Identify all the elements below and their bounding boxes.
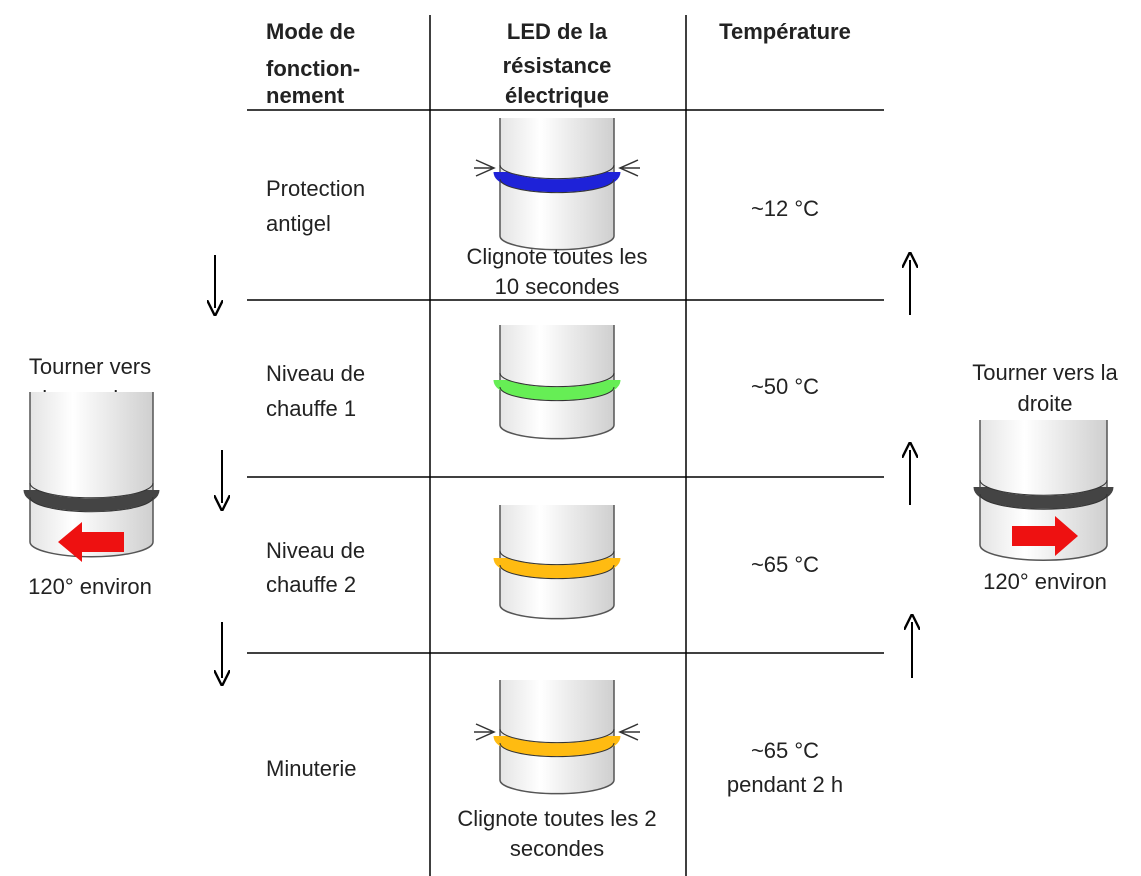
column-header: résistance — [503, 53, 612, 78]
led-caption: 10 secondes — [495, 274, 620, 299]
mode-label: chauffe 2 — [266, 572, 356, 597]
arrows — [215, 255, 912, 678]
table-lines — [247, 15, 884, 876]
led-caption: Clignote toutes les 2 — [457, 806, 656, 831]
led-ring-edge — [499, 372, 615, 402]
red-arrow-right — [1012, 516, 1078, 556]
temperature: ~65 °C — [751, 552, 819, 577]
led-ring — [493, 555, 621, 579]
led-ring — [23, 487, 160, 512]
column-header: électrique — [505, 83, 609, 108]
mode-label: chauffe 1 — [266, 396, 356, 421]
cylinder — [29, 392, 154, 558]
led-ring-edge — [499, 728, 615, 758]
red-arrow-left — [58, 522, 124, 562]
mode-label: antigel — [266, 211, 331, 236]
blink-left — [474, 159, 496, 177]
cylinder — [499, 680, 615, 795]
mode-label: Minuterie — [266, 756, 356, 781]
cylinder — [499, 505, 615, 620]
mode-label: Protection — [266, 176, 365, 201]
led-ring — [973, 485, 1114, 509]
temperature: ~65 °C — [751, 738, 819, 763]
mode-label: Niveau de — [266, 538, 365, 563]
rotate-left-label: Tourner vers — [29, 354, 151, 379]
column-header: fonction- — [266, 56, 360, 81]
led-ring-edge — [979, 479, 1108, 510]
rotate-right-label: Tourner vers la — [972, 360, 1118, 385]
led-ring — [493, 169, 621, 193]
led-ring-edge — [29, 482, 154, 513]
blink-left — [474, 723, 496, 741]
mode-label: Niveau de — [266, 361, 365, 386]
led-ring — [493, 377, 621, 401]
column-header: Température — [719, 19, 851, 44]
rotate-right-angle: 120° environ — [983, 569, 1107, 594]
led-caption: Clignote toutes les — [467, 244, 648, 269]
blink-right — [618, 723, 640, 741]
rotate-right-label: droite — [1017, 391, 1072, 416]
temperature: ~50 °C — [751, 374, 819, 399]
led-ring-edge — [499, 164, 615, 194]
blink-right — [618, 159, 640, 177]
column-header: nement — [266, 83, 345, 108]
led-ring — [493, 733, 621, 757]
cylinder — [979, 420, 1108, 561]
cylinder — [499, 325, 615, 440]
temperature: ~12 °C — [751, 196, 819, 221]
temperature: pendant 2 h — [727, 772, 843, 797]
rotate-left-angle: 120° environ — [28, 574, 152, 599]
led-caption: secondes — [510, 836, 604, 861]
led-ring-edge — [499, 550, 615, 580]
column-header: LED de la — [507, 19, 608, 44]
column-header: Mode de — [266, 19, 355, 44]
